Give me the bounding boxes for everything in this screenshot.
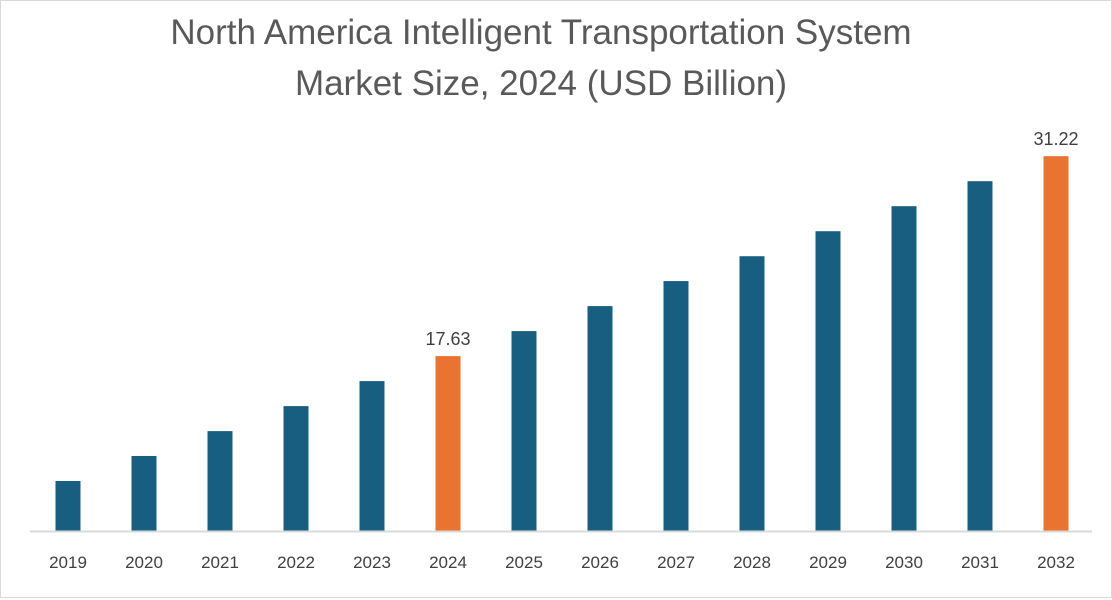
x-tick-label-2025: 2025 [505,553,543,572]
bar-2024 [435,356,461,531]
bar-2021 [207,431,233,531]
bar-2026 [587,306,613,531]
x-tick-label-2026: 2026 [581,553,619,572]
x-tick-label-2024: 2024 [429,553,467,572]
x-tick-label-2020: 2020 [125,553,163,572]
x-tick-label-2019: 2019 [49,553,87,572]
bar-2023 [359,381,385,531]
x-tick-label-2021: 2021 [201,553,239,572]
x-tick-label-2022: 2022 [277,553,315,572]
x-tick-label-2029: 2029 [809,553,847,572]
chart-title-line-2: Market Size, 2024 (USD Billion) [294,64,788,103]
x-tick-label-2030: 2030 [885,553,923,572]
x-tick-label-2032: 2032 [1037,553,1075,572]
bar-2025 [511,331,537,531]
chart-title-line-1: North America Intelligent Transportation… [170,13,912,52]
bar-2029 [815,231,841,531]
x-tick-label-2028: 2028 [733,553,771,572]
x-tick-label-2027: 2027 [657,553,695,572]
bar-2022 [283,406,309,531]
bar-2031 [967,181,993,532]
bar-2030 [891,206,917,531]
bar-2019 [55,480,81,531]
bar-2028 [739,256,765,531]
data-label-2024: 17.63 [425,329,470,349]
x-tick-label-2023: 2023 [353,553,391,572]
bar-2032 [1043,156,1069,532]
bar-2020 [131,455,157,531]
data-label-2032: 31.22 [1033,129,1078,149]
x-tick-label-2031: 2031 [961,553,999,572]
bar-2027 [663,281,689,531]
